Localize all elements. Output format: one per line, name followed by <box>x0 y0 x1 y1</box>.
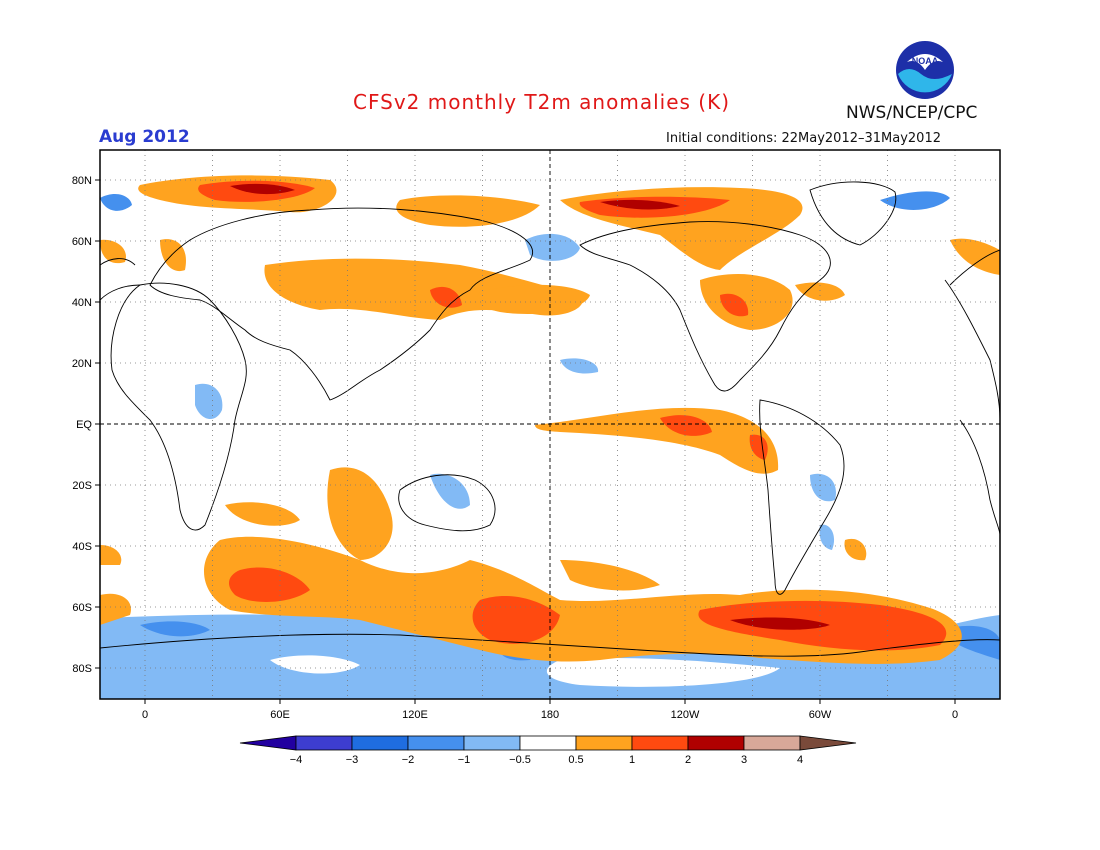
bering-cold-patch <box>525 233 580 261</box>
colorbar-swatch <box>575 735 633 751</box>
organization-label: NWS/NCEP/CPC <box>846 103 978 123</box>
south-america-outline <box>759 399 845 595</box>
colorbar-swatch <box>407 735 465 751</box>
coastlines <box>100 181 1000 657</box>
east-pacific-hot-core <box>660 415 768 460</box>
colorbar-labels: −4 −3 −2 −1 −0.5 0.5 1 2 3 4 <box>290 754 803 766</box>
colorbar-label: 2 <box>685 754 691 766</box>
lat-label: 60S <box>72 602 92 614</box>
colorbar-label: −0.5 <box>509 754 531 766</box>
lon-label: 60W <box>809 709 832 721</box>
lon-label: 180 <box>541 709 559 721</box>
europe-left-outline <box>100 258 141 301</box>
colorbar-swatch <box>687 735 745 751</box>
colorbar <box>239 735 857 751</box>
colorbar-swatch <box>463 735 521 751</box>
colorbar-swatch <box>295 735 353 751</box>
logo-text: NOAA <box>912 56 939 66</box>
lat-label: 40N <box>72 297 92 309</box>
lon-label: 120W <box>671 709 700 721</box>
colorbar-label: −3 <box>346 754 359 766</box>
lon-label: 60E <box>270 709 290 721</box>
lon-labels: 0 60E 120E 180 120W 60W 0 <box>142 709 958 721</box>
north-america-hot <box>720 293 749 317</box>
lon-label: 0 <box>142 709 148 721</box>
lat-label: 20N <box>72 358 92 370</box>
colorbar-arrow-low <box>239 735 297 751</box>
eurasia-arctic-extreme <box>230 183 295 195</box>
lat-label: 60N <box>72 236 92 248</box>
japan-hot-patch <box>430 286 462 308</box>
axis-ticks <box>95 179 956 704</box>
colorbar-label: −1 <box>458 754 471 766</box>
colorbar-swatch <box>631 735 689 751</box>
north-america-warm <box>700 274 845 330</box>
canada-arctic-extreme <box>600 199 680 210</box>
valid-month: Aug 2012 <box>99 127 190 147</box>
greenland-outline <box>809 181 897 246</box>
lon-label: 120E <box>402 709 428 721</box>
colorbar-label: −4 <box>290 754 303 766</box>
antarctic-white-patch <box>270 655 780 687</box>
initial-conditions: Initial conditions: 22May2012–31May2012 <box>666 131 941 146</box>
lat-label: 80S <box>72 663 92 675</box>
europe-right-outline <box>944 249 1000 536</box>
lat-label: EQ <box>76 419 92 431</box>
lon-label: 0 <box>952 709 958 721</box>
noaa-logo-icon: NOAA <box>896 41 954 99</box>
map-title: CFSv2 monthly T2m anomalies (K) <box>353 90 730 114</box>
lat-label: 20S <box>72 480 92 492</box>
colorbar-label: 0.5 <box>568 754 583 766</box>
colorbar-arrow-high <box>799 735 857 751</box>
colorbar-label: −2 <box>402 754 415 766</box>
colorbar-swatch <box>743 735 801 751</box>
south-ocean-hot-patch <box>228 567 947 651</box>
colorbar-swatch <box>351 735 409 751</box>
colorbar-label: 3 <box>741 754 747 766</box>
north-pacific-warm <box>476 284 590 315</box>
lat-label: 40S <box>72 541 92 553</box>
north-america-outline <box>579 221 831 392</box>
reference-lines <box>100 150 1000 699</box>
africa-outline <box>110 282 247 531</box>
lat-label: 80N <box>72 175 92 187</box>
south-indian-warm <box>225 467 660 591</box>
colorbar-label: 1 <box>629 754 635 766</box>
lat-labels: 80N 60N 40N 20N EQ 20S 40S 60S 80S <box>72 175 93 675</box>
australia-outline <box>398 474 496 532</box>
antarctica-outline <box>100 633 1000 657</box>
eurasia-outline <box>149 207 533 401</box>
colorbar-swatch <box>519 735 577 751</box>
south-ocean-extreme-patch <box>730 617 830 630</box>
colorbar-label: 4 <box>797 754 803 766</box>
